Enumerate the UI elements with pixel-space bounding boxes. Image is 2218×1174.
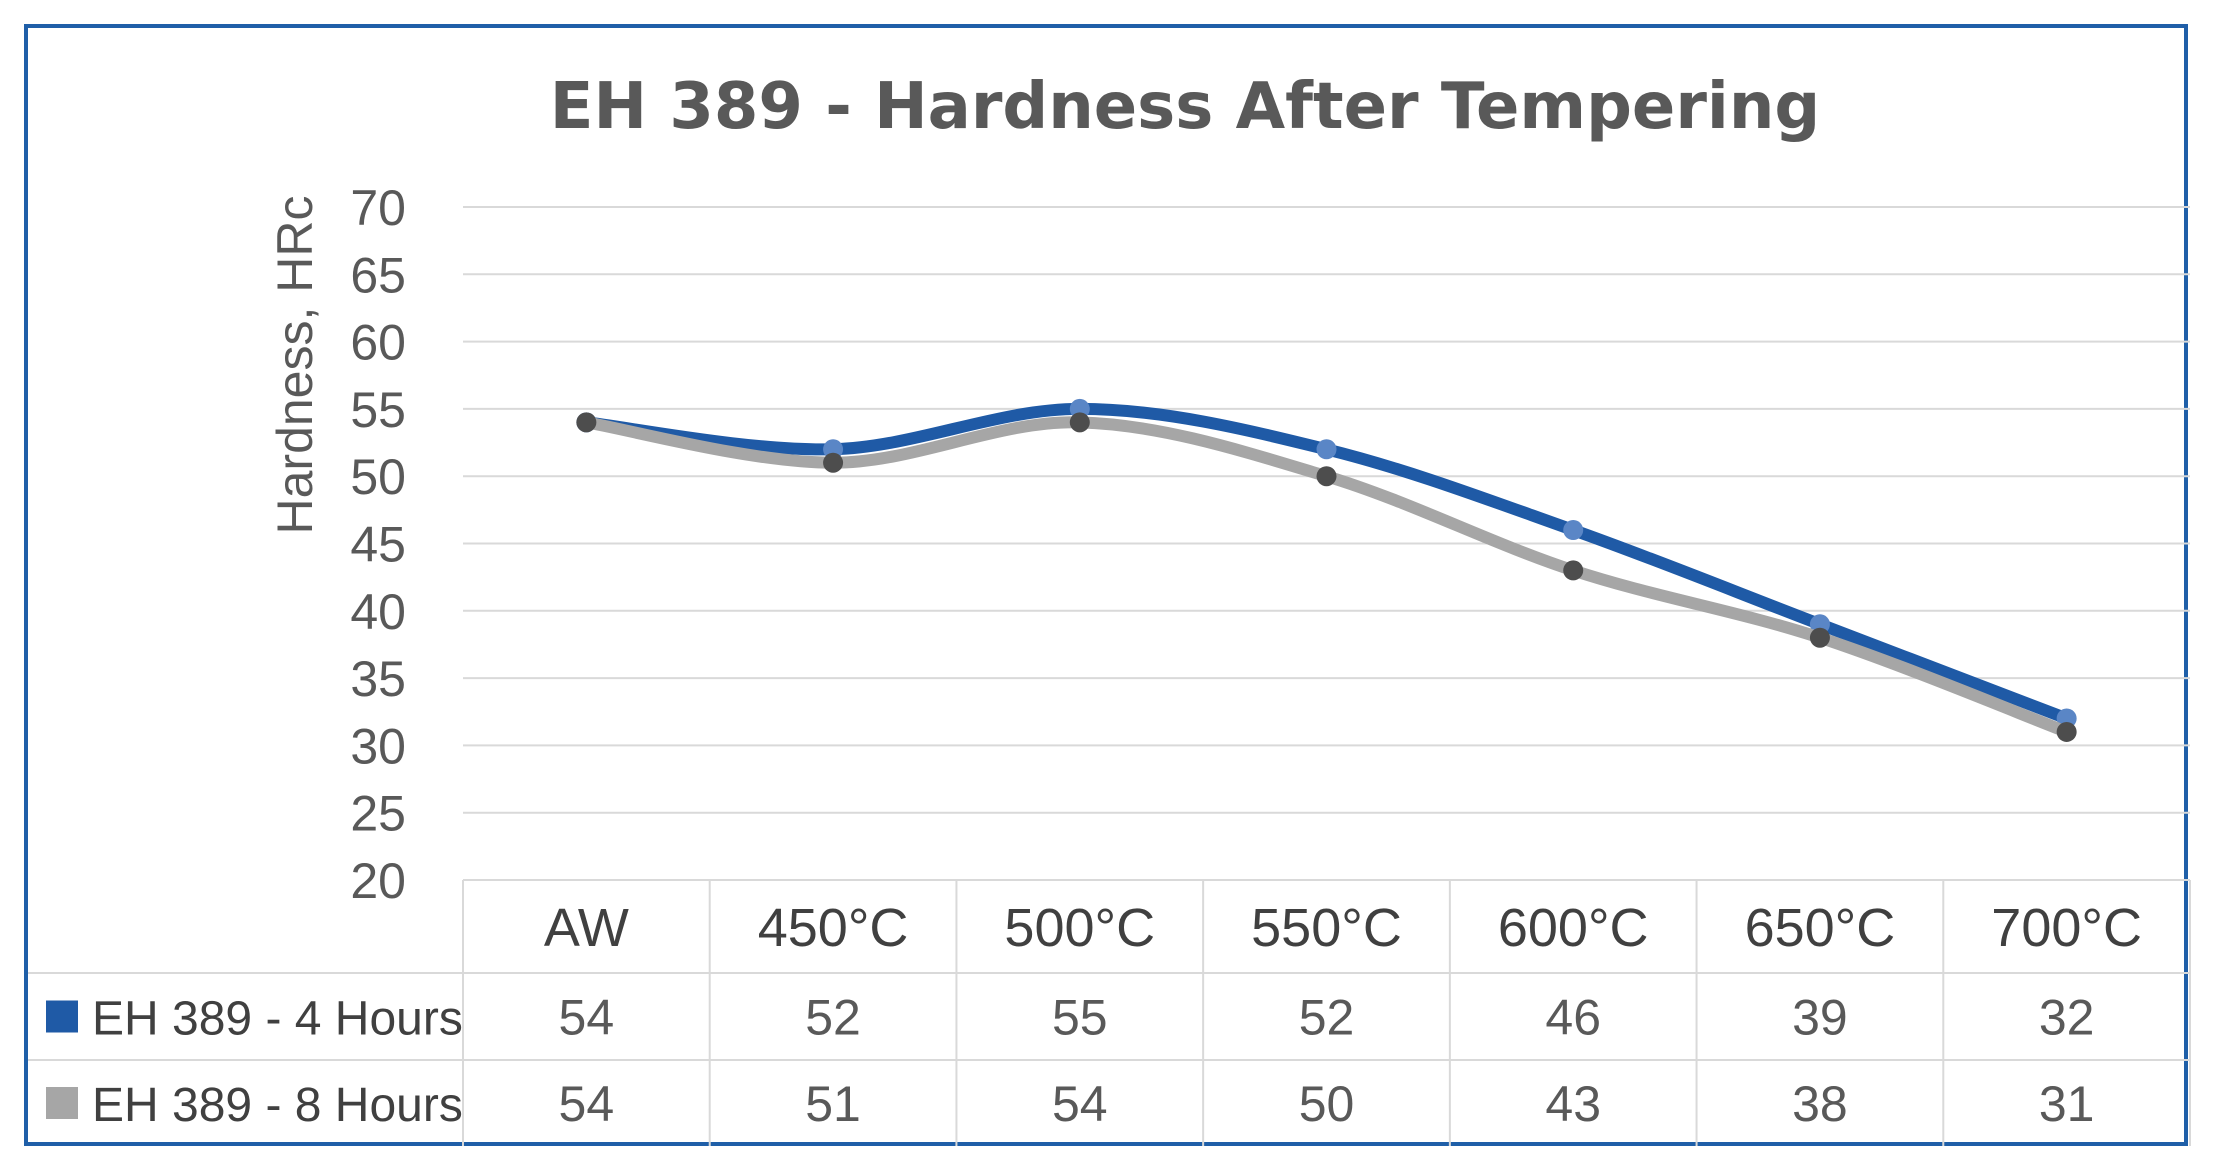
data-point xyxy=(1563,560,1584,581)
legend-key xyxy=(46,1000,78,1033)
category-label: 500°C xyxy=(1004,898,1155,958)
series-2 xyxy=(576,412,2077,742)
y-tick-label: 35 xyxy=(350,651,406,707)
y-tick-label: 40 xyxy=(350,584,406,640)
data-point xyxy=(1316,466,1337,487)
table-cell: 38 xyxy=(1792,1076,1848,1132)
y-tick-label: 45 xyxy=(350,517,406,573)
table-cell: 32 xyxy=(2039,990,2095,1046)
table-cell: 52 xyxy=(805,990,861,1046)
table-cell: 55 xyxy=(1052,990,1108,1046)
data-point xyxy=(823,452,844,473)
y-axis-label: Hardness, HRc xyxy=(267,196,323,535)
y-tick-label: 55 xyxy=(350,382,406,438)
table-cell: 54 xyxy=(1052,1076,1108,1132)
category-label: 700°C xyxy=(1991,898,2142,958)
table-cell: 46 xyxy=(1545,990,1601,1046)
chart-title: EH 389 - Hardness After Tempering xyxy=(550,70,1820,144)
category-label: 600°C xyxy=(1498,898,1649,958)
category-label: 650°C xyxy=(1745,898,1896,958)
table-cell: 52 xyxy=(1299,990,1355,1046)
y-tick-labels: 20 25 30 35 40 45 50 55 60 65 70 xyxy=(350,180,406,909)
y-tick-label: 70 xyxy=(350,180,406,236)
category-label: 550°C xyxy=(1251,898,1402,958)
table-cell: 50 xyxy=(1299,1076,1355,1132)
y-tick-label: 60 xyxy=(350,315,406,371)
y-tick-label: 30 xyxy=(350,718,406,774)
table-cell: 54 xyxy=(559,1076,615,1132)
y-tick-label: 25 xyxy=(350,786,406,842)
data-table: AW 450°C 500°C 550°C 600°C 650°C 700°C EH 389 -… xyxy=(28,879,2191,1146)
data-point xyxy=(2056,721,2077,742)
table-cell: 43 xyxy=(1545,1076,1601,1132)
data-point xyxy=(1809,627,1830,648)
grid-lines xyxy=(463,206,2190,814)
chart-frame xyxy=(24,24,2188,1146)
data-point xyxy=(576,412,597,433)
series-layer xyxy=(576,398,2077,742)
y-tick-label: 50 xyxy=(350,449,406,505)
category-label: AW xyxy=(544,898,629,958)
category-label: 450°C xyxy=(758,898,909,958)
data-point xyxy=(1563,520,1584,541)
table-cell: 31 xyxy=(2039,1076,2095,1132)
data-point xyxy=(1316,439,1337,460)
data-point xyxy=(1069,412,1090,433)
table-cell: 54 xyxy=(559,990,615,1046)
legend-entry: EH 389 - 8 Hours xyxy=(92,1079,463,1132)
table-cell: 39 xyxy=(1792,990,1848,1046)
legend-entry: EH 389 - 4 Hours xyxy=(92,993,463,1046)
y-tick-label: 20 xyxy=(350,853,406,909)
legend-key xyxy=(46,1087,78,1119)
y-tick-label: 65 xyxy=(350,247,406,303)
table-cell: 51 xyxy=(805,1076,861,1132)
